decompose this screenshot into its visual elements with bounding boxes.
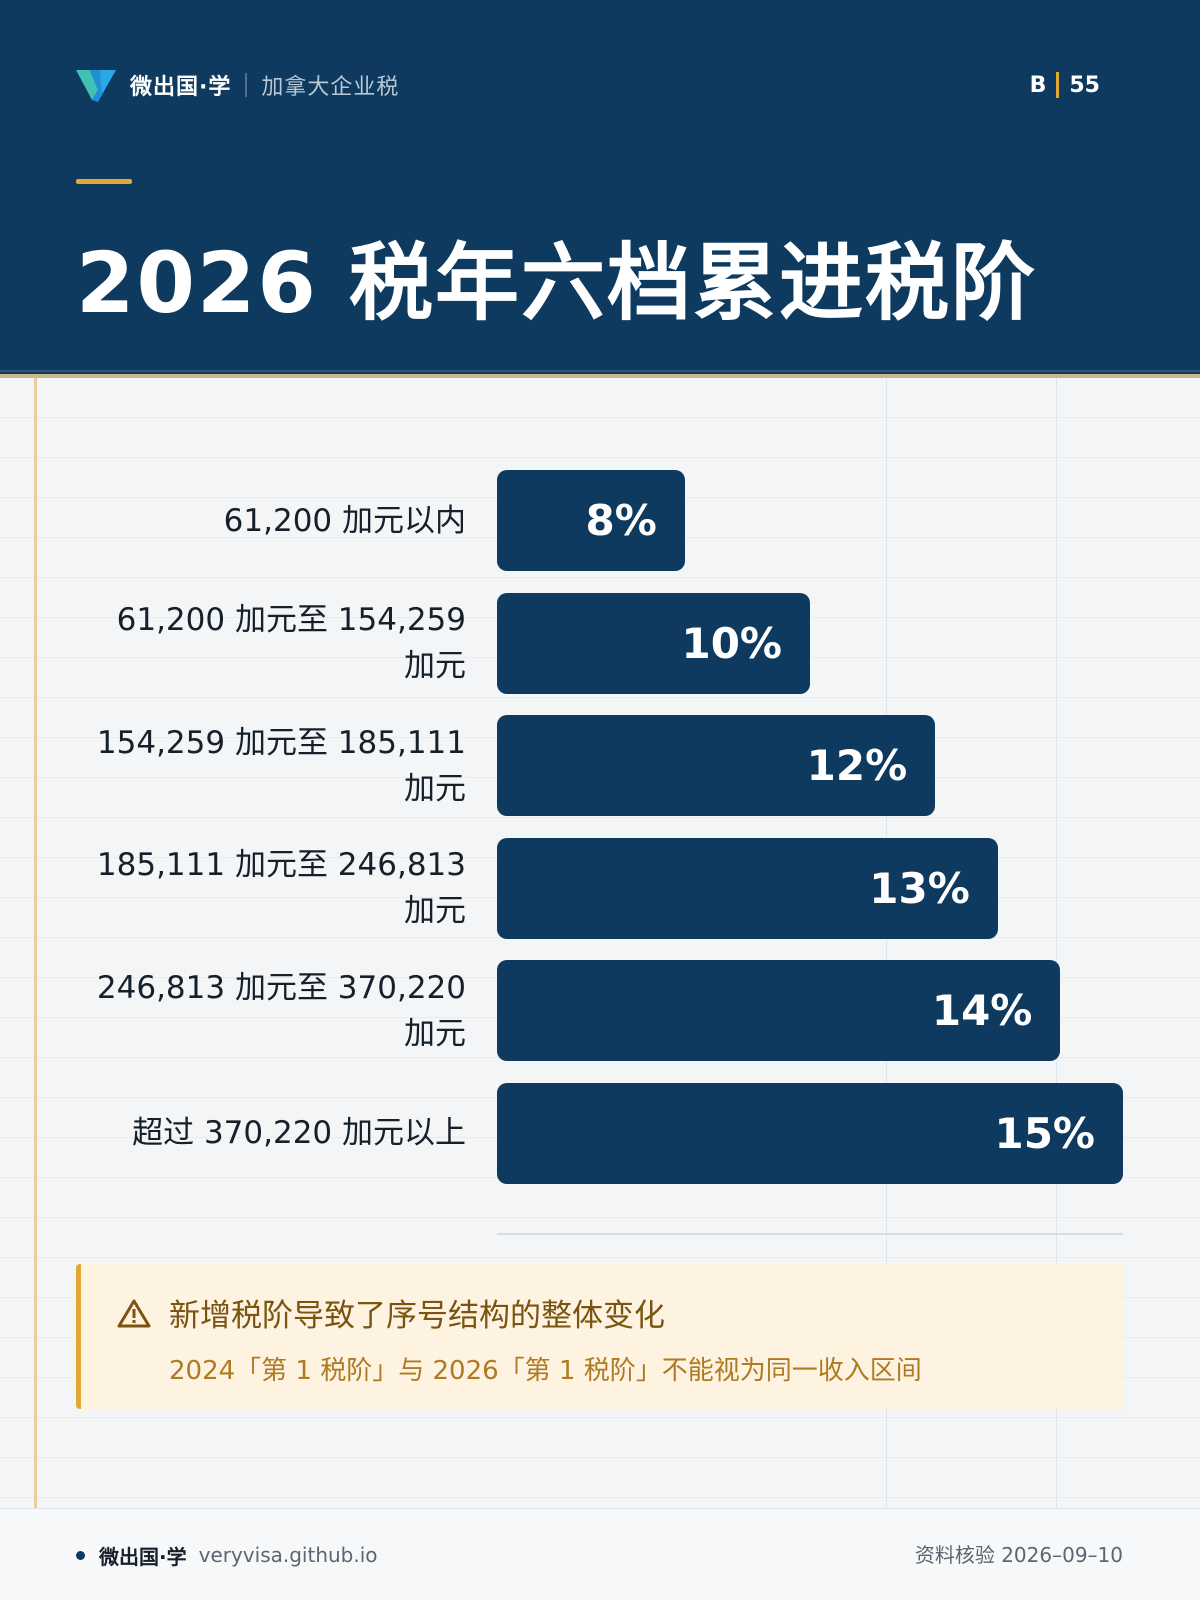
bar: 15% — [497, 1082, 1123, 1184]
tax-bracket-bar-chart: 61,200 加元以内 8% 61,200 加元至 154,259 加元 10% 154,… — [0, 470, 1200, 1240]
category-label: 246,813 加元至 370,220 加元 — [60, 960, 466, 1061]
warning-icon — [117, 1299, 151, 1327]
category-label-line: 加元 — [404, 648, 466, 684]
category-label: 超过 370,220 加元以上 — [60, 1083, 466, 1184]
bar-value-label: 15% — [994, 1108, 1095, 1158]
bar: 10% — [497, 592, 810, 694]
grid-line — [886, 378, 887, 1508]
bar-value-label: 8% — [585, 496, 657, 545]
category-label: 185,111 加元至 246,813 加元 — [60, 838, 466, 939]
brand-subtitle: 加拿大企业税 — [261, 75, 400, 100]
category-label-line: 加元 — [404, 893, 466, 929]
header-divider — [0, 370, 1200, 372]
bar-row: 61,200 加元至 154,259 加元 10% — [0, 592, 1200, 694]
category-label-line: 加元 — [404, 1015, 466, 1052]
category-label-line: 61,200 加元以内 — [223, 502, 466, 539]
page-number: 55 — [1069, 72, 1100, 98]
bar-row: 超过 370,220 加元以上 15% — [0, 1082, 1200, 1184]
left-accent-rule — [34, 378, 37, 1508]
category-label-line: 246,813 加元至 370,220 — [96, 969, 466, 1006]
warning-note: 新增税阶导致了序号结构的整体变化 2024「第 1 税阶」与 2026「第 1 … — [76, 1264, 1123, 1409]
bar-row: 61,200 加元以内 8% — [0, 470, 1200, 571]
bar-value-label: 14% — [931, 986, 1033, 1035]
header-banner — [0, 0, 1200, 374]
bar-value-label: 12% — [806, 741, 908, 790]
bar: 14% — [497, 960, 1061, 1061]
note-title: 新增税阶导致了序号结构的整体变化 — [169, 1298, 665, 1334]
bar-value-label: 10% — [681, 618, 782, 668]
category-label-line: 61,200 加元至 154,259 — [116, 602, 466, 638]
footer-url-link[interactable]: veryvisa.github.io — [198, 1543, 378, 1567]
title-accent-bar — [76, 179, 132, 184]
category-label-line: 超过 370,220 加元以上 — [132, 1115, 466, 1151]
footer-brand-group: 微出国·学 veryvisa.github.io — [76, 1509, 378, 1600]
footer-brand: 微出国·学 — [99, 1544, 187, 1569]
page-letter: B — [1029, 72, 1047, 98]
bar-value-label: 13% — [869, 863, 970, 913]
bar: 12% — [497, 715, 936, 816]
bar-row: 185,111 加元至 246,813 加元 13% — [0, 837, 1200, 939]
bar: 13% — [497, 837, 998, 939]
page-tag: B 55 — [1030, 68, 1100, 102]
bullet-dot-icon — [76, 1550, 85, 1560]
chart-baseline — [497, 1233, 1123, 1235]
category-label-line: 185,111 加元至 246,813 — [96, 847, 466, 883]
page-tag-separator — [1056, 72, 1060, 98]
category-label: 61,200 加元以内 — [60, 470, 466, 571]
bar: 8% — [497, 470, 685, 571]
category-label: 154,259 加元至 185,111 加元 — [60, 715, 466, 816]
category-label-line: 154,259 加元至 185,111 — [96, 724, 466, 761]
grid-line — [1056, 378, 1057, 1508]
footer: 微出国·学 veryvisa.github.io 资料核验 2026–09–10 — [0, 1508, 1200, 1600]
verification-date: 资料核验 2026–09–10 — [914, 1543, 1123, 1567]
brand-name: 微出国·学 — [130, 75, 232, 100]
v-logo-icon — [76, 70, 116, 102]
category-label: 61,200 加元至 154,259 加元 — [60, 593, 466, 694]
category-label-line: 加元 — [404, 770, 466, 807]
bar-row: 246,813 加元至 370,220 加元 14% — [0, 960, 1200, 1061]
header-gold-rule — [0, 374, 1200, 378]
bar-row: 154,259 加元至 185,111 加元 12% — [0, 715, 1200, 816]
note-body: 2024「第 1 税阶」与 2026「第 1 税阶」不能视为同一收入区间 — [169, 1356, 922, 1386]
note-header: 新增税阶导致了序号结构的整体变化 — [117, 1290, 665, 1335]
brand[interactable]: 微出国·学 加拿大企业税 — [76, 68, 399, 102]
page-title: 2026 税年六档累进税阶 — [76, 234, 1038, 332]
brand-separator — [245, 73, 248, 97]
